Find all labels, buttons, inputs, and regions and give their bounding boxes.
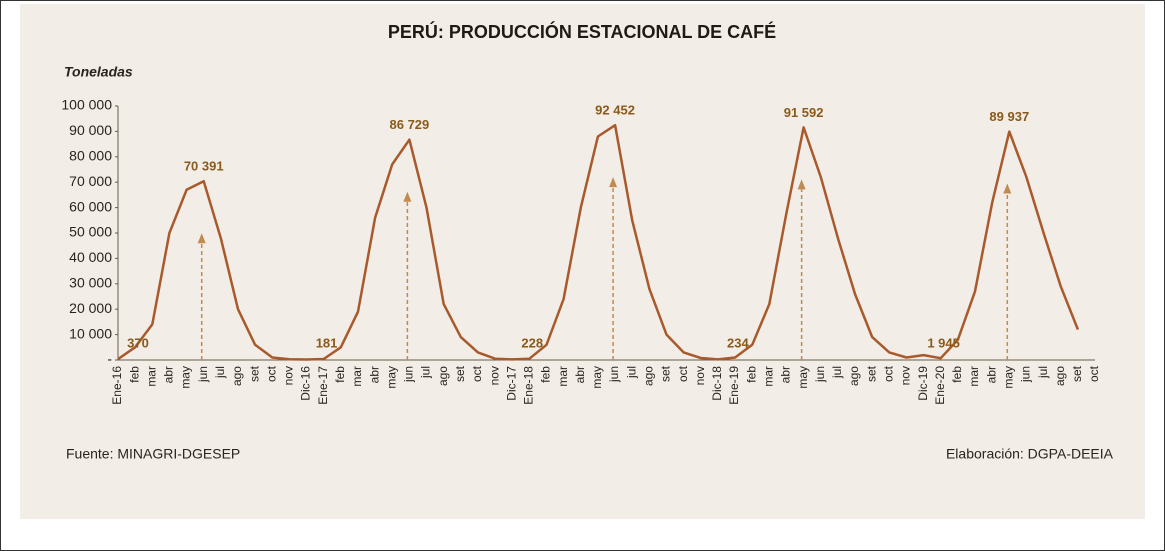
y-tick-label: -: [107, 351, 112, 367]
x-tick-label: Ene-17: [316, 366, 330, 405]
source-note: Fuente: MINAGRI-DGESEP: [66, 446, 240, 462]
x-tick-label: Dic-19: [916, 366, 930, 401]
y-tick-label: 80 000: [69, 148, 112, 164]
x-tick-label: feb: [539, 366, 553, 383]
x-tick-label: oct: [676, 365, 690, 382]
chart-background: [20, 4, 1145, 519]
y-tick-label: 10 000: [69, 325, 112, 341]
x-tick-label: abr: [984, 366, 998, 383]
x-tick-label: nov: [487, 366, 501, 385]
x-tick-label: oct: [264, 365, 278, 382]
data-label: 1 945: [927, 335, 960, 350]
x-tick-label: jul: [1036, 366, 1050, 379]
y-tick-label: 30 000: [69, 275, 112, 291]
x-tick-label: jul: [624, 366, 638, 379]
x-tick-label: oct: [881, 365, 895, 382]
x-tick-label: may: [590, 366, 604, 389]
data-label: 92 452: [595, 103, 635, 118]
y-tick-label: 40 000: [69, 249, 112, 265]
data-label: 86 729: [390, 117, 430, 132]
x-tick-label: jul: [419, 366, 433, 379]
x-tick-label: ago: [847, 366, 861, 386]
x-tick-label: may: [384, 366, 398, 389]
data-label: 234: [727, 335, 749, 350]
x-tick-label: Ene-20: [933, 366, 947, 405]
credit-note: Elaboración: DGPA-DEEIA: [946, 446, 1114, 462]
x-tick-label: mar: [144, 366, 158, 387]
y-tick-label: 70 000: [69, 173, 112, 189]
x-tick-label: jun: [813, 366, 827, 383]
x-tick-label: feb: [950, 366, 964, 383]
x-tick-label: mar: [556, 366, 570, 387]
x-tick-label: feb: [127, 366, 141, 383]
peak-arrowhead: [797, 179, 806, 190]
x-tick-label: feb: [744, 366, 758, 383]
y-tick-label: 100 000: [61, 97, 112, 113]
x-tick-label: abr: [162, 366, 176, 383]
data-label: 70 391: [184, 159, 224, 174]
x-tick-label: may: [1001, 366, 1015, 389]
data-label: 370: [127, 335, 149, 350]
x-tick-label: ago: [1053, 366, 1067, 386]
x-tick-label: feb: [333, 366, 347, 383]
y-tick-label: 90 000: [69, 122, 112, 138]
x-tick-label: nov: [693, 366, 707, 385]
x-tick-label: abr: [367, 366, 381, 383]
x-tick-label: Ene-19: [727, 366, 741, 405]
x-tick-label: nov: [282, 366, 296, 385]
y-tick-label: 50 000: [69, 224, 112, 240]
x-tick-label: mar: [967, 366, 981, 387]
x-tick-label: jul: [830, 366, 844, 379]
x-tick-label: nov: [899, 366, 913, 385]
x-tick-label: may: [796, 366, 810, 389]
peak-arrowhead: [403, 191, 412, 202]
chart-title: PERÚ: PRODUCCIÓN ESTACIONAL DE CAFÉ: [388, 21, 776, 42]
x-tick-label: ago: [436, 366, 450, 386]
x-tick-label: Dic-18: [710, 366, 724, 401]
x-tick-label: jun: [402, 366, 416, 383]
plot-area: - 10 000 20 000 30 000 40 000 50 000 60 000 70 …: [61, 97, 1101, 405]
x-tick-label: ago: [230, 366, 244, 386]
x-tick-label: jun: [1019, 366, 1033, 383]
x-tick-label: set: [1070, 365, 1084, 382]
x-tick-label: jun: [607, 366, 621, 383]
series-line: [117, 123, 1080, 361]
peak-arrowhead: [1003, 183, 1012, 194]
x-tick-label: ago: [642, 366, 656, 386]
x-tick-label: set: [247, 365, 261, 382]
x-tick-label: Dic-17: [504, 366, 518, 401]
x-tick-label: set: [864, 365, 878, 382]
x-tick-label: may: [179, 366, 193, 389]
x-tick-label: Dic-16: [299, 366, 313, 401]
x-tick-label: oct: [1087, 365, 1101, 382]
x-tick-label: abr: [779, 366, 793, 383]
x-tick-label: mar: [350, 366, 364, 387]
peak-arrowhead: [197, 233, 206, 244]
y-tick-label: 60 000: [69, 198, 112, 214]
data-label: 91 592: [784, 105, 824, 120]
y-axis-label: Toneladas: [64, 64, 133, 80]
x-tick-label: oct: [470, 365, 484, 382]
x-tick-label: set: [453, 365, 467, 382]
x-tick-label: set: [659, 365, 673, 382]
x-tick-label: abr: [573, 366, 587, 383]
x-tick-label: Ene-18: [522, 366, 536, 405]
data-label: 181: [316, 335, 338, 350]
y-tick-label: 20 000: [69, 300, 112, 316]
x-tick-label: mar: [762, 366, 776, 387]
x-tick-label: jul: [213, 366, 227, 379]
x-tick-label: Ene-16: [110, 366, 124, 405]
data-label: 89 937: [989, 109, 1029, 124]
data-label: 228: [521, 335, 543, 350]
x-tick-label: jun: [196, 366, 210, 383]
peak-arrowhead: [609, 177, 618, 188]
